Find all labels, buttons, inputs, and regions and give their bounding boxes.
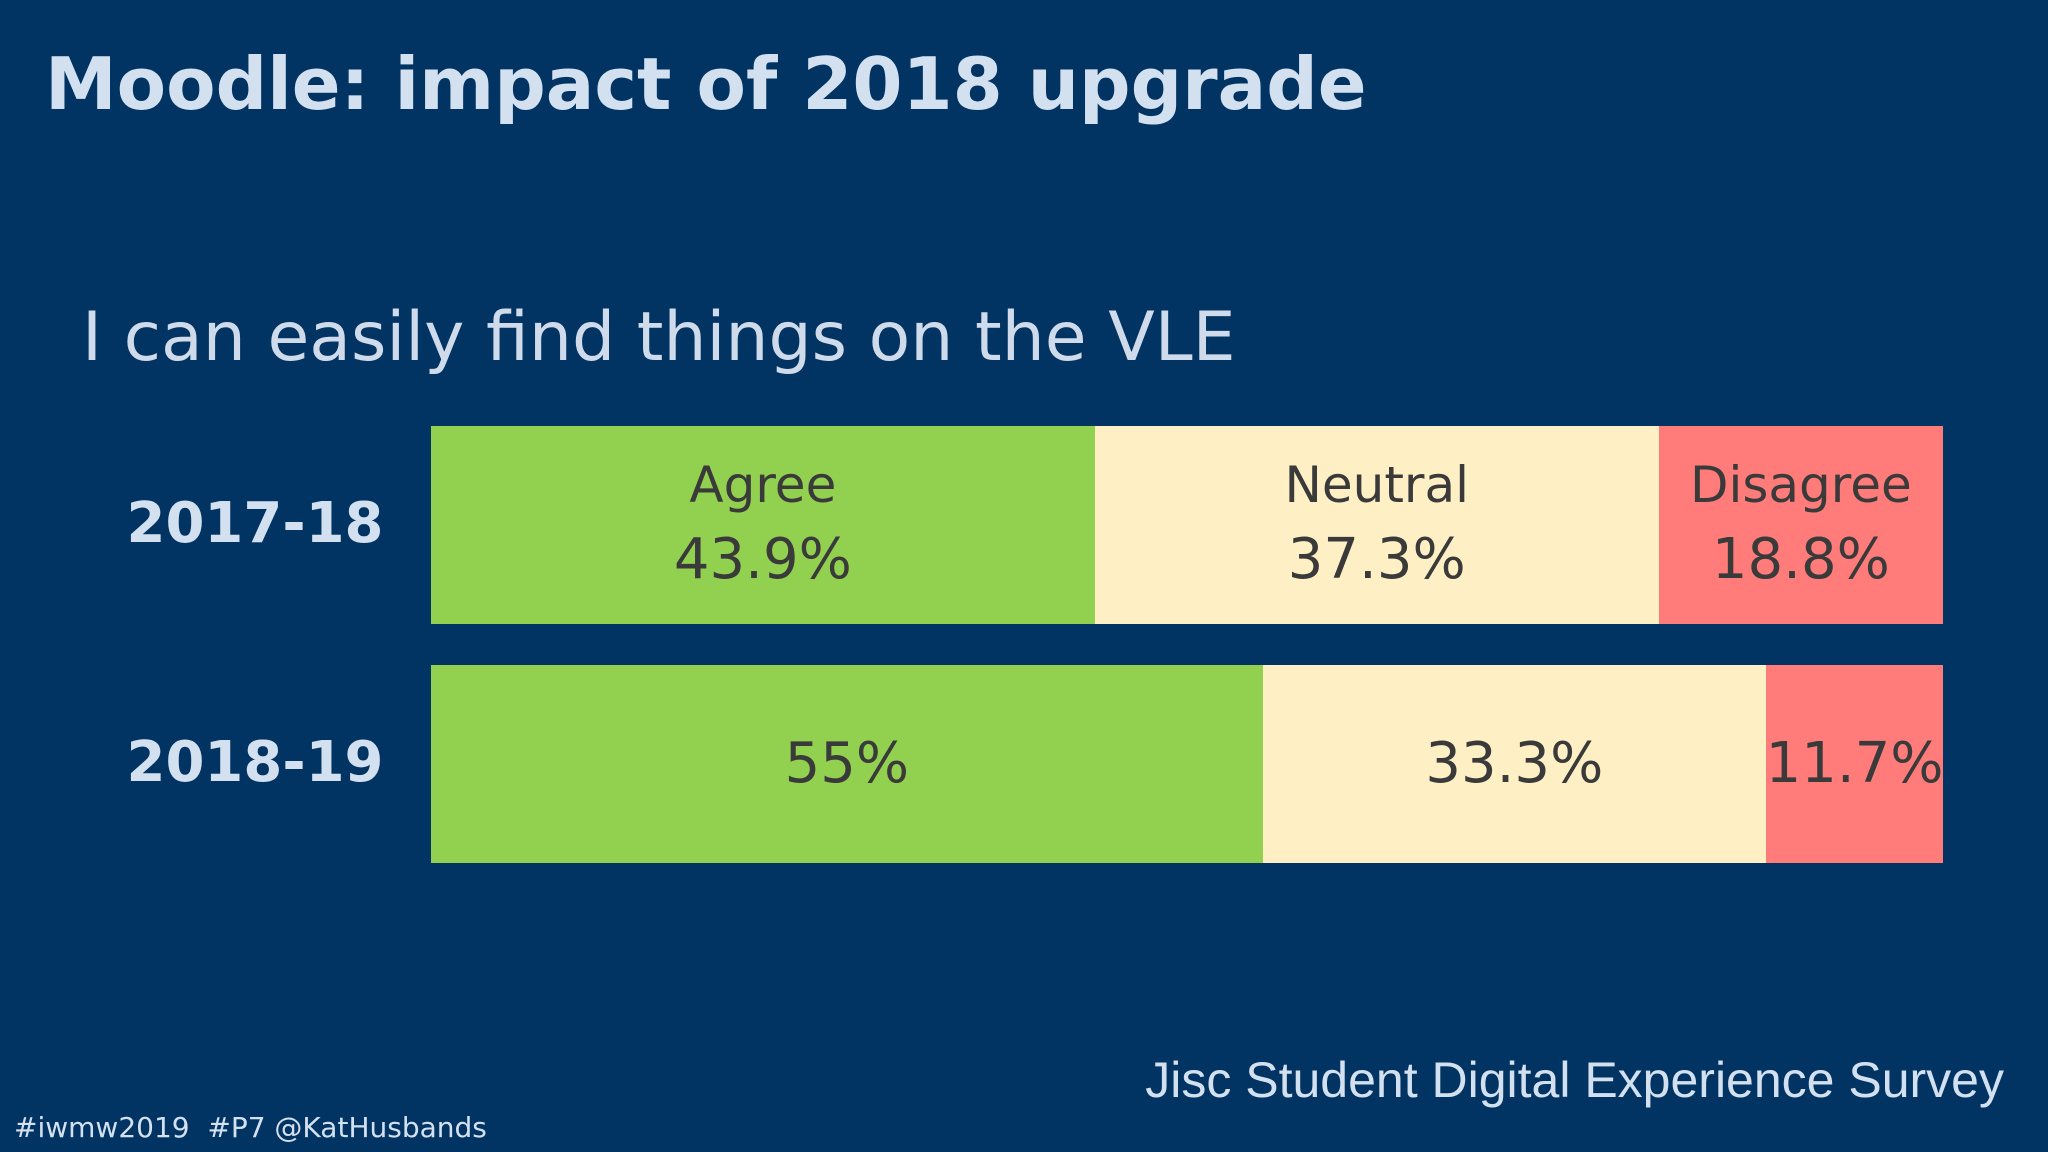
- row-label-2018-19: 2018-19: [126, 730, 384, 795]
- series-label-agree: Agree: [689, 456, 837, 514]
- chart-title: I can easily find things on the VLE: [82, 298, 1236, 377]
- bar-segment-disagree-2018-19: 11.7%: [1766, 665, 1943, 863]
- data-label-agree-2018-19: 55%: [784, 731, 910, 796]
- stacked-bar-2017-18: Agree 43.9% Neutral 37.3% Disagree 18.8%: [431, 426, 1943, 624]
- data-label-disagree-2018-19: 11.7%: [1766, 731, 1943, 796]
- data-label-agree-2017-18: 43.9%: [673, 527, 852, 592]
- data-label-disagree-2017-18: 18.8%: [1711, 527, 1890, 592]
- series-label-neutral: Neutral: [1284, 456, 1470, 514]
- bar-segment-agree-2018-19: 55%: [431, 665, 1263, 863]
- row-label-2017-18: 2017-18: [126, 491, 384, 556]
- slide-title: Moodle: impact of 2018 upgrade: [45, 42, 1367, 126]
- stacked-bar-2018-19: 55% 33.3% 11.7%: [431, 665, 1943, 863]
- source-note: Jisc Student Digital Experience Survey: [1145, 1052, 2004, 1108]
- bar-segment-neutral-2017-18: Neutral 37.3%: [1094, 426, 1659, 624]
- bar-segment-agree-2017-18: Agree 43.9%: [431, 426, 1095, 624]
- series-label-disagree: Disagree: [1689, 456, 1912, 514]
- bar-segment-neutral-2018-19: 33.3%: [1262, 665, 1767, 863]
- data-label-neutral-2018-19: 33.3%: [1425, 731, 1604, 796]
- data-label-neutral-2017-18: 37.3%: [1287, 527, 1466, 592]
- footer-hashtags: #iwmw2019 #P7 @KatHusbands: [14, 1111, 487, 1144]
- bar-segment-disagree-2017-18: Disagree 18.8%: [1658, 426, 1943, 624]
